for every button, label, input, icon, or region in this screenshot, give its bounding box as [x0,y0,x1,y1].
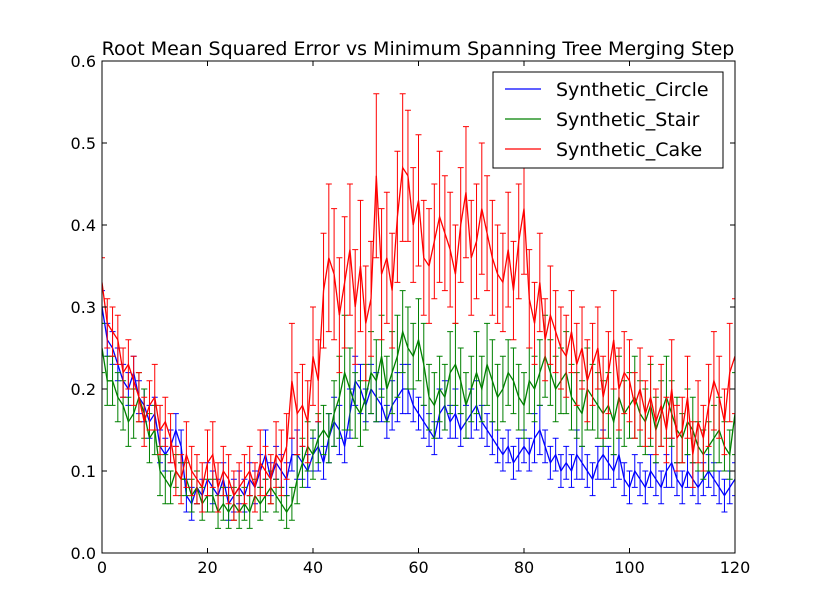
y-tick-label: 0.0 [71,544,96,563]
x-tick-label: 120 [720,558,751,577]
series-synthetic-cake [102,93,735,521]
legend: Synthetic_Circle Synthetic_Stair Synthetic… [492,71,724,169]
y-tick-label: 0.3 [71,298,96,317]
legend-label: Synthetic_Circle [556,79,709,101]
x-tick-label: 100 [614,558,645,577]
y-tick-label: 0.1 [71,462,96,481]
x-tick-label: 80 [514,558,534,577]
legend-box [492,71,724,169]
y-tick-label: 0.6 [71,52,96,71]
x-tick-label: 20 [197,558,217,577]
error-bar [732,298,735,415]
error-bar [732,372,735,456]
legend-label: Synthetic_Stair [556,109,700,131]
error-bar [732,462,735,497]
chart-title: Root Mean Squared Error vs Minimum Spann… [102,38,735,60]
axis-ticks: 0 20 40 60 80 100 120 0.0 0.1 0.2 0.3 0.4 0.5 0.6 [71,52,751,577]
y-tick-label: 0.4 [71,216,96,235]
x-tick-label: 0 [97,558,107,577]
y-tick-label: 0.5 [71,134,96,153]
y-tick-label: 0.2 [71,380,96,399]
error-bar [102,322,105,374]
x-tick-label: 40 [303,558,323,577]
plot-area [102,93,735,529]
x-tick-label: 60 [408,558,428,577]
legend-label: Synthetic_Cake [556,139,702,161]
series-line [102,165,735,498]
